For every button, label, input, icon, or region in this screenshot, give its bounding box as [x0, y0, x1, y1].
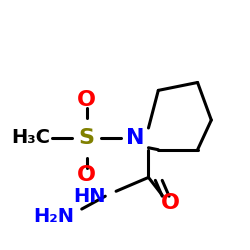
Text: H₂N: H₂N [34, 208, 75, 227]
Text: S: S [79, 128, 95, 148]
Text: O: O [77, 166, 96, 186]
Text: HN: HN [73, 187, 106, 206]
Text: O: O [77, 90, 96, 110]
Text: O: O [160, 193, 180, 213]
Text: H₃C: H₃C [11, 128, 50, 147]
Text: N: N [126, 128, 145, 148]
